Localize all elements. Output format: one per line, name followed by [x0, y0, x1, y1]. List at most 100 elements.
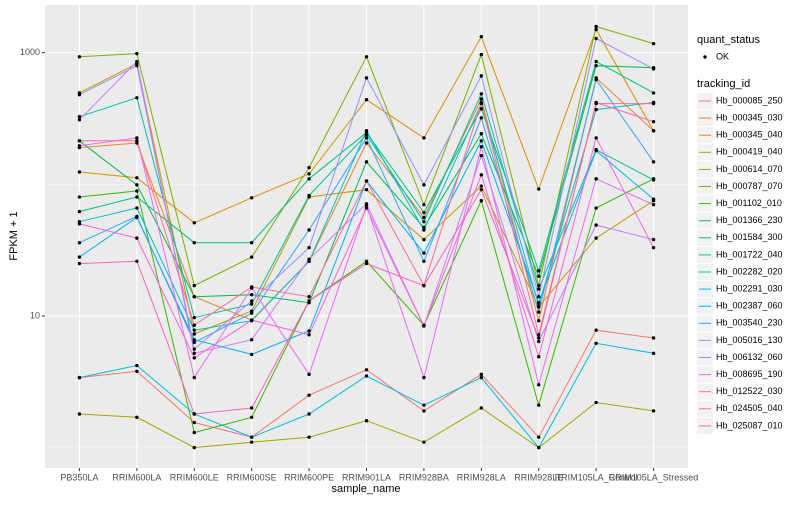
data-point: [594, 223, 598, 227]
data-point: [594, 328, 598, 332]
data-point: [594, 400, 598, 405]
data-point: [537, 336, 541, 340]
data-point: [77, 412, 82, 416]
data-point: [77, 139, 82, 143]
x-axis-title: sample_name: [331, 483, 400, 495]
legend-label: Hb_003540_230: [716, 318, 783, 328]
x-tick-label: RRIM928BA: [399, 472, 449, 482]
data-point: [537, 303, 541, 308]
data-point: [192, 375, 196, 380]
data-point: [307, 372, 311, 377]
data-point: [249, 241, 254, 245]
data-point: [307, 165, 311, 170]
data-point: [192, 347, 196, 351]
data-point: [651, 160, 656, 164]
data-point: [479, 100, 484, 105]
x-tick-label: RRIM105LA_Stressed: [609, 472, 699, 482]
legend-label: Hb_002282_020: [716, 266, 783, 276]
data-point: [422, 403, 426, 407]
data-point: [77, 118, 82, 122]
data-point: [364, 97, 369, 102]
data-point: [537, 287, 541, 291]
data-point: [307, 193, 311, 198]
data-point: [537, 187, 541, 191]
data-point: [479, 35, 484, 39]
data-point: [77, 93, 82, 97]
data-point: [249, 292, 254, 297]
data-point: [307, 295, 311, 299]
x-tick-label: RRIM901LA: [342, 472, 391, 482]
data-point: [135, 136, 139, 140]
data-point: [307, 257, 311, 261]
data-point: [364, 55, 369, 59]
data-point: [651, 237, 656, 242]
data-point: [651, 91, 656, 95]
data-point: [594, 59, 598, 64]
data-point: [77, 209, 82, 214]
legend-label: Hb_000345_040: [716, 130, 783, 140]
legend-label: Hb_000787_070: [716, 181, 783, 191]
data-point: [249, 299, 254, 303]
data-point: [77, 261, 82, 266]
data-point: [651, 119, 656, 124]
data-point: [537, 383, 541, 387]
data-point: [422, 237, 426, 242]
data-point: [422, 136, 426, 140]
legend-label: Hb_012522_030: [716, 386, 783, 396]
data-point: [135, 195, 139, 199]
data-point: [192, 295, 196, 299]
data-point: [192, 356, 196, 360]
data-point: [651, 197, 656, 201]
data-point: [249, 302, 254, 306]
data-point: [307, 299, 311, 303]
data-point: [307, 333, 311, 337]
data-point: [364, 374, 369, 378]
x-tick-label: RRIM600SE: [227, 472, 277, 482]
data-point: [422, 259, 426, 264]
data-point: [249, 311, 254, 315]
data-point: [249, 318, 254, 322]
y-tick-label: 1000: [20, 47, 40, 57]
data-point: [594, 27, 598, 32]
data-point: [537, 301, 541, 305]
data-point: [135, 183, 139, 187]
data-point: [651, 351, 656, 356]
data-point: [651, 245, 656, 250]
data-point: [479, 187, 484, 192]
data-point: [135, 176, 139, 180]
data-point: [537, 445, 541, 450]
data-point: [307, 412, 311, 416]
data-point: [307, 228, 311, 232]
data-point: [537, 333, 541, 337]
data-point: [422, 324, 426, 328]
data-point: [135, 63, 139, 68]
data-point: [364, 261, 369, 266]
data-point: [594, 148, 598, 153]
legend-label: Hb_002291_030: [716, 283, 783, 293]
data-point: [422, 283, 426, 288]
data-point: [307, 435, 311, 439]
legend-label: Hb_000419_040: [716, 147, 783, 157]
data-point: [135, 214, 139, 219]
legend-label: Hb_025087_010: [716, 420, 783, 430]
data-point: [77, 195, 82, 199]
data-point: [192, 221, 196, 225]
data-point: [249, 196, 254, 200]
data-point: [479, 139, 484, 143]
data-point: [537, 269, 541, 273]
data-point: [594, 341, 598, 345]
data-point: [479, 116, 484, 120]
data-point: [479, 372, 484, 377]
data-point: [135, 415, 139, 419]
data-point: [192, 283, 196, 288]
data-point: [192, 351, 196, 356]
data-point: [422, 210, 426, 215]
data-point: [537, 295, 541, 299]
data-point: [594, 77, 598, 82]
data-point: [651, 101, 656, 106]
data-point: [422, 202, 426, 207]
data-point: [651, 409, 656, 413]
data-point: [594, 36, 598, 41]
x-tick-label: RRIM600LE: [170, 472, 219, 482]
